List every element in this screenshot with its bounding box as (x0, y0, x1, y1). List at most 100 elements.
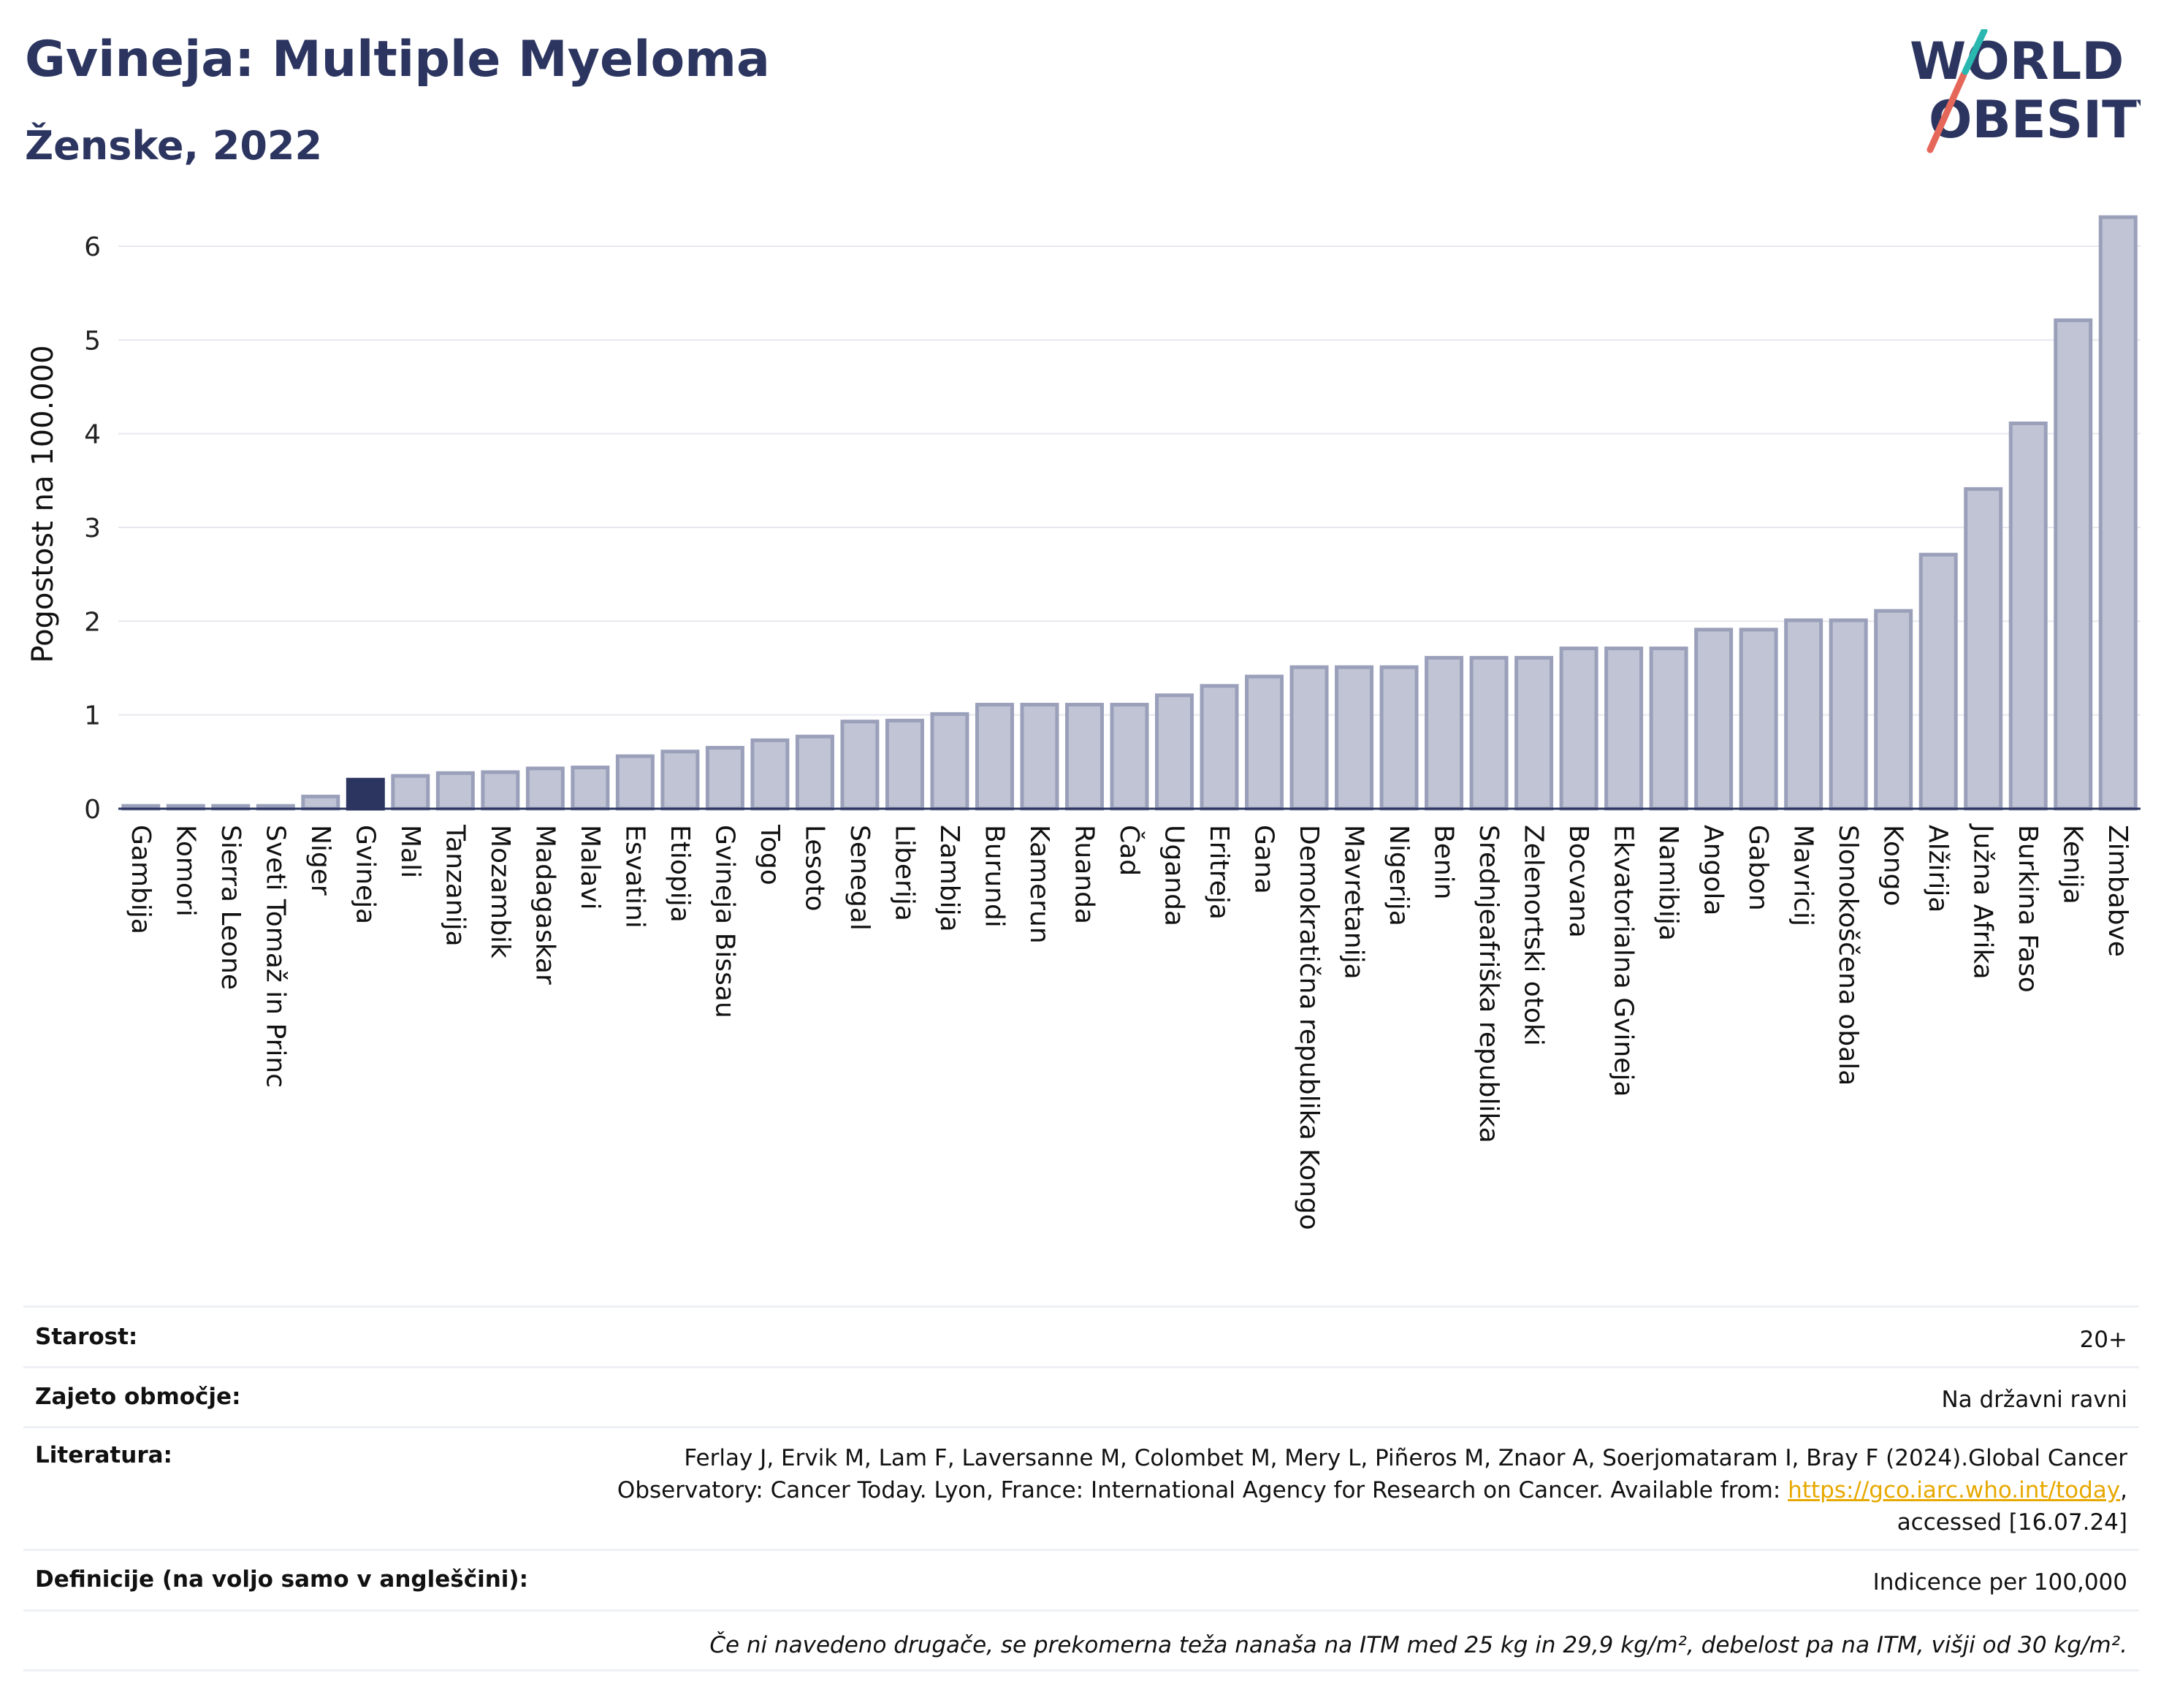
bar-chart: 0 1 2 3 4 5 6 Gambija Komori Sierra Leone Sveti T… (26, 215, 2141, 1230)
bar (885, 718, 924, 811)
bar (1829, 618, 1868, 811)
x-tick-label: Zelenortski otoki (1519, 825, 1549, 1046)
bar (571, 766, 610, 811)
bars (121, 215, 2138, 811)
bar (1918, 552, 1958, 811)
x-tick-label: Mozambik (485, 825, 515, 958)
bar (525, 766, 565, 811)
bar (1694, 628, 1734, 811)
bar (1379, 665, 1419, 811)
x-axis-labels: Gambija Komori Sierra Leone Sveti Tomaž in … (126, 823, 2133, 1230)
x-tick-label: Sierra Leone (216, 825, 245, 990)
x-tick-label: Bocvana (1563, 825, 1593, 938)
page-title: Gvineja: Multiple Myeloma (25, 31, 770, 88)
x-tick-label: Komori (170, 825, 200, 917)
x-tick-label: Gambija (126, 825, 156, 934)
world-obesity-logo: WORLD OBESITY (1910, 29, 2141, 153)
x-tick-label: Gabon (1743, 825, 1773, 911)
x-tick-label: Čad (1114, 825, 1145, 876)
bar (1649, 647, 1688, 811)
bar (1155, 693, 1194, 811)
x-tick-label: Zambija (934, 825, 964, 932)
definitions-value: Indicence per 100,000 (1872, 1569, 2127, 1595)
bar (2054, 318, 2093, 811)
x-tick-label: Lesoto (799, 825, 829, 912)
bar (1335, 665, 1374, 811)
bar (1064, 703, 1104, 811)
x-tick-label: Alžirija (1923, 825, 1953, 912)
x-tick-label: Ruanda (1069, 825, 1099, 924)
bar (301, 794, 340, 811)
literature-line3: accessed [16.07.24] (1897, 1509, 2127, 1536)
bar (435, 771, 475, 811)
bar (1604, 647, 1644, 811)
x-tick-label: Kamerun (1024, 825, 1054, 944)
x-tick-label: Zimbabve (2103, 825, 2133, 957)
x-tick-label: Malavi (575, 825, 605, 910)
coverage-label: Zajeto območje: (35, 1384, 241, 1410)
x-tick-label: Mavricij (1788, 825, 1818, 926)
x-tick-label: Gana (1249, 825, 1279, 894)
x-tick-label: Mavretanija (1339, 825, 1369, 980)
x-tick-label: Kongo (1878, 825, 1908, 907)
bar-highlighted (346, 777, 385, 811)
x-tick-label: Sveti Tomaž in Princ (260, 825, 290, 1088)
x-tick-label: Demokratična republika Kongo (1294, 825, 1324, 1230)
bar (795, 734, 834, 811)
x-tick-label: Togo (755, 824, 785, 885)
age-value: 20+ (2079, 1327, 2127, 1353)
x-tick-label: Gvineja (350, 825, 380, 924)
y-tick-label: 6 (84, 232, 101, 262)
x-tick-label: Tanzanija (440, 824, 470, 947)
gco-link[interactable]: https://gco.iarc.who.int/today (1788, 1477, 2121, 1503)
bar (615, 754, 655, 811)
logo-line2: OBESITY (1929, 90, 2141, 150)
bar (1200, 684, 1239, 811)
x-tick-label: Kenija (2058, 825, 2088, 904)
literature-label: Literatura: (35, 1442, 172, 1468)
bar (1964, 487, 2003, 811)
x-tick-label: Eritreja (1204, 825, 1234, 920)
y-axis-label: Pogostost na 100.000 (26, 345, 60, 663)
bar (2098, 215, 2138, 811)
info-divider-4 (23, 1609, 2139, 1612)
x-tick-label: Senegal (845, 825, 874, 931)
literature-line2: Observatory: Cancer Today. Lyon, France:… (617, 1474, 2127, 1506)
x-tick-label: Benin (1429, 825, 1459, 899)
y-tick-label: 1 (84, 701, 101, 731)
bar (705, 746, 744, 811)
info-divider-2 (23, 1426, 2139, 1428)
literature-value: Ferlay J, Ervik M, Lam F, Laversanne M, … (617, 1442, 2127, 1539)
x-tick-label: Ekvatorialna Gvineja (1609, 825, 1639, 1097)
x-tick-label: Slonokoščena obala (1833, 825, 1863, 1086)
bar (1559, 647, 1598, 811)
logo-line1: WORLD (1910, 31, 2124, 91)
bar (2008, 422, 2048, 811)
bar (1874, 609, 1913, 811)
y-tick-label: 4 (84, 420, 101, 450)
x-tick-label: Madagaskar (530, 825, 560, 985)
logo-slash-teal (1962, 29, 1988, 75)
logo-slash-red (1926, 71, 1967, 153)
x-tick-label: Južna Afrika (1968, 823, 1998, 980)
bar (840, 720, 880, 811)
literature-line2-end: , (2120, 1477, 2127, 1503)
x-tick-label: Esvatini (620, 825, 649, 929)
bar (391, 774, 430, 811)
bar (1289, 665, 1329, 811)
info-divider-1 (23, 1366, 2139, 1368)
bar (975, 703, 1014, 811)
bar (1425, 655, 1464, 811)
x-tick-label: Liberija (889, 825, 919, 921)
age-label: Starost: (35, 1324, 138, 1350)
x-tick-label: Niger (305, 825, 335, 896)
x-tick-label: Etiopija (665, 825, 695, 923)
definitions-label: Definicije (na voljo samo v angleščini): (35, 1566, 528, 1593)
info-divider-top (23, 1305, 2139, 1308)
bar (660, 750, 700, 811)
obesity-note: Če ni navedeno drugače, se prekomerna te… (709, 1632, 2127, 1658)
y-tick-label: 5 (84, 326, 101, 356)
bar (1739, 628, 1778, 811)
literature-line2-text: Observatory: Cancer Today. Lyon, France:… (617, 1477, 1788, 1503)
x-tick-label: Namibija (1653, 825, 1683, 941)
